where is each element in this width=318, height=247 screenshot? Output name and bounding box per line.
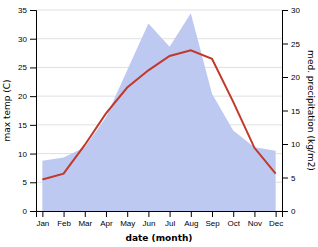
tick-mark [191, 211, 192, 217]
tick-label: Dec [269, 219, 283, 228]
tick-mark [233, 211, 234, 217]
tick-label: Aug [184, 219, 198, 228]
tick-label: Mar [78, 219, 92, 228]
tick: 15 [282, 107, 300, 116]
tick: 0 [23, 207, 36, 216]
tick-label: 25 [18, 63, 27, 72]
tick: Oct [227, 211, 240, 228]
tick-mark [30, 39, 36, 40]
chart-container: Jan Feb Mar Apr May Jun Jul Aug Sep Oct Nov Dec 0 5 10… [0, 0, 318, 247]
area [42, 13, 275, 211]
tick: May [120, 211, 135, 228]
line [42, 50, 275, 179]
tick-label: 25 [291, 40, 300, 49]
tick: 5 [23, 178, 36, 187]
axis-line [37, 212, 283, 218]
tick: Apr [100, 211, 113, 228]
tick: 30 [282, 6, 300, 15]
tick-label: Nov [248, 219, 262, 228]
tick: 35 [18, 6, 36, 15]
tick-label: 15 [291, 107, 300, 116]
y2-axis-title: med. precipitation (kg/m2) [306, 50, 316, 171]
tick-mark [254, 211, 255, 217]
tick-mark [170, 211, 171, 217]
tick-label: 5 [291, 174, 296, 183]
tick-mark [30, 96, 36, 97]
tick-label: 15 [18, 121, 27, 130]
chart: Jan Feb Mar Apr May Jun Jul Aug Sep Oct Nov Dec 0 5 10… [0, 0, 318, 247]
tick-mark [212, 211, 213, 217]
y2-axis: 0 5 10 15 20 25 30 [282, 6, 300, 216]
grid-line [36, 10, 282, 11]
x-axis: Jan Feb Mar Apr May Jun Jul Aug Sep Oct Nov Dec [36, 211, 283, 228]
plot: Jan Feb Mar Apr May Jun Jul Aug Sep Oct Nov Dec 0 5 10… [2, 6, 316, 243]
tick-label: Apr [100, 219, 113, 228]
tick-label: 20 [291, 73, 300, 82]
tick-label: 0 [291, 207, 296, 216]
marks [42, 13, 275, 211]
tick-label: Feb [57, 219, 71, 228]
x-axis-title: date (month) [126, 233, 193, 243]
axis-line [283, 11, 289, 212]
tick-mark [282, 144, 288, 145]
tick-label: 20 [18, 92, 27, 101]
tick: 30 [18, 35, 36, 44]
tick: Dec [269, 211, 283, 228]
grid [36, 10, 282, 211]
tick: 0 [282, 207, 296, 216]
tick-label: 30 [18, 35, 27, 44]
tick-mark [282, 44, 288, 45]
tick-label: Jun [142, 219, 155, 228]
tick: 10 [282, 140, 300, 149]
tick: 20 [18, 92, 36, 101]
tick-label: 10 [291, 140, 300, 149]
tick: 25 [282, 40, 300, 49]
tick-mark [30, 125, 36, 126]
y-axis-title: max temp (C) [2, 79, 12, 141]
tick-mark [30, 211, 36, 212]
axis-line [30, 11, 37, 212]
tick: Feb [57, 211, 71, 228]
tick: Aug [184, 211, 198, 228]
tick: 10 [18, 150, 36, 159]
tick: Nov [248, 211, 262, 228]
tick-mark [282, 178, 288, 179]
tick-mark [276, 211, 277, 217]
tick-label: Jan [36, 219, 49, 228]
tick-mark [282, 111, 288, 112]
tick-label: 0 [23, 207, 28, 216]
tick: Jan [36, 211, 49, 228]
tick-label: Sep [205, 219, 220, 228]
tick-mark [148, 211, 149, 217]
tick-mark [30, 182, 36, 183]
tick-mark [282, 10, 288, 11]
tick-label: May [120, 219, 135, 228]
tick-mark [85, 211, 86, 217]
tick: Jun [142, 211, 155, 228]
tick: 5 [282, 174, 296, 183]
tick: 20 [282, 73, 300, 82]
tick-mark [42, 211, 43, 217]
tick-mark [64, 211, 65, 217]
tick: 15 [18, 121, 36, 130]
tick-mark [30, 154, 36, 155]
tick: Mar [78, 211, 92, 228]
tick-mark [30, 10, 36, 11]
tick-mark [127, 211, 128, 217]
tick: Sep [205, 211, 220, 228]
tick-label: 35 [18, 6, 27, 15]
tick-mark [282, 77, 288, 78]
tick-mark [30, 67, 36, 68]
tick-label: 30 [291, 6, 300, 15]
tick: 25 [18, 63, 36, 72]
tick-label: 5 [23, 178, 28, 187]
tick-mark [106, 211, 107, 217]
y-axis: 0 5 10 15 20 25 30 35 [18, 6, 36, 216]
tick-label: 10 [18, 150, 27, 159]
tick-label: Oct [227, 219, 240, 228]
tick-mark [282, 211, 288, 212]
tick: Jul [165, 211, 175, 228]
tick-label: Jul [165, 219, 175, 228]
